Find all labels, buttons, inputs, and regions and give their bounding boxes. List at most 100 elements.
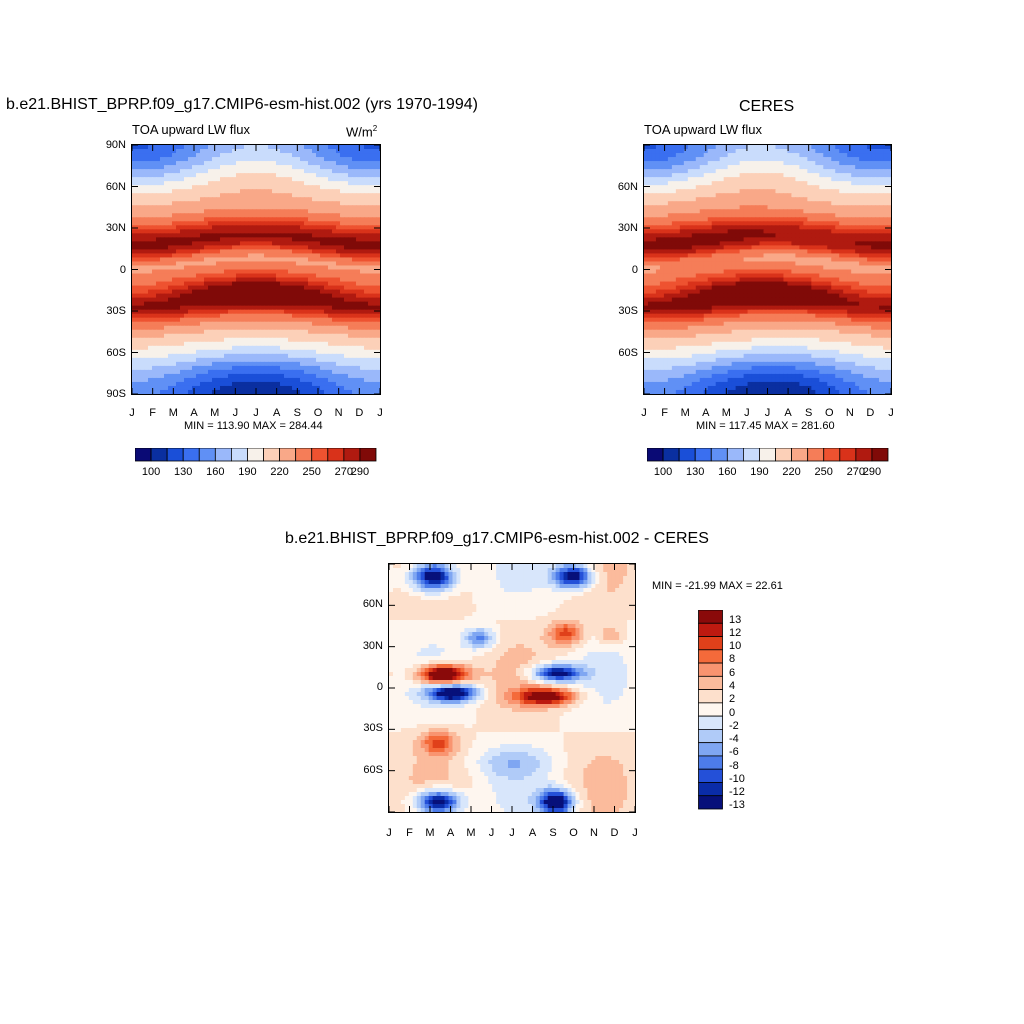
field-cell	[855, 145, 860, 150]
field-cell	[851, 205, 856, 210]
field-cell	[260, 249, 265, 255]
field-cell	[695, 193, 701, 198]
field-cell	[256, 253, 261, 259]
field-cell	[224, 289, 229, 295]
field-cell	[763, 185, 769, 190]
field-cell	[695, 205, 701, 210]
field-cell	[364, 201, 369, 206]
field-cell	[827, 193, 832, 198]
field-cell	[300, 297, 305, 303]
field-cell	[204, 249, 209, 255]
field-cell	[244, 233, 249, 238]
field-cell	[376, 377, 380, 383]
field-cell	[148, 321, 153, 327]
field-cell	[364, 233, 369, 238]
field-cell	[312, 145, 317, 150]
field-cell	[364, 161, 369, 166]
field-cell	[376, 357, 380, 363]
field-cell	[707, 193, 713, 198]
field-cell	[268, 185, 273, 190]
field-cell	[132, 153, 137, 158]
field-cell	[667, 201, 673, 206]
field-cell	[308, 197, 313, 202]
field-cell	[164, 261, 169, 267]
field-cell	[156, 289, 161, 295]
field-cell	[180, 377, 185, 383]
field-cell	[248, 333, 253, 339]
field-cell	[232, 209, 237, 214]
field-cell	[280, 369, 285, 375]
field-cell	[132, 353, 137, 359]
field-cell	[308, 209, 313, 214]
field-cell	[184, 297, 189, 303]
field-cell	[232, 173, 237, 178]
field-cell	[136, 193, 141, 198]
field-cell	[244, 149, 249, 154]
field-cell	[140, 261, 145, 267]
field-cell	[743, 189, 749, 194]
field-cell	[248, 293, 253, 299]
field-cell	[659, 145, 665, 150]
field-cell	[180, 257, 185, 263]
field-cell	[160, 309, 165, 315]
field-cell	[675, 161, 681, 166]
field-cell	[156, 205, 161, 210]
field-cell	[867, 157, 872, 162]
field-cell	[276, 313, 281, 319]
field-cell	[248, 357, 253, 363]
field-cell	[352, 381, 357, 387]
field-cell	[735, 161, 741, 166]
field-cell	[176, 389, 181, 394]
field-cell	[695, 153, 701, 158]
field-cell	[172, 281, 177, 287]
field-cell	[248, 317, 253, 323]
field-cell	[272, 369, 277, 375]
field-cell	[264, 377, 269, 383]
field-cell	[320, 261, 325, 267]
field-cell	[208, 305, 213, 311]
field-cell	[695, 145, 701, 150]
field-cell	[779, 181, 785, 186]
field-cell	[372, 149, 377, 154]
field-cell	[324, 289, 329, 295]
field-cell	[811, 201, 816, 206]
field-cell	[300, 305, 305, 311]
field-cell	[855, 173, 860, 178]
field-cell	[336, 365, 341, 371]
field-cell	[779, 197, 785, 202]
field-cell	[276, 325, 281, 331]
field-cell	[192, 261, 197, 267]
field-cell	[356, 209, 361, 214]
field-cell	[671, 169, 677, 174]
field-cell	[835, 149, 840, 154]
field-cell	[188, 373, 193, 379]
field-cell	[260, 345, 265, 351]
field-cell	[747, 185, 753, 190]
field-cell	[667, 145, 673, 150]
field-cell	[168, 341, 173, 347]
field-cell	[707, 153, 713, 158]
field-cell	[172, 325, 177, 331]
field-cell	[180, 305, 185, 311]
field-cell	[152, 269, 157, 275]
field-cell	[156, 293, 161, 299]
field-cell	[859, 209, 864, 214]
field-cell	[284, 329, 289, 335]
field-cell	[711, 161, 717, 166]
field-cell	[739, 213, 745, 218]
field-cell	[340, 357, 345, 363]
field-cell	[735, 209, 741, 214]
field-cell	[184, 349, 189, 355]
field-cell	[883, 153, 888, 158]
field-cell	[360, 257, 365, 263]
field-cell	[839, 157, 844, 162]
field-cell	[328, 305, 333, 311]
field-cell	[152, 361, 157, 367]
field-cell	[184, 277, 189, 283]
field-cell	[220, 241, 225, 247]
field-cell	[747, 165, 753, 170]
field-cell	[284, 377, 289, 383]
field-cell	[300, 373, 305, 379]
field-cell	[236, 333, 241, 339]
field-cell	[308, 377, 313, 383]
